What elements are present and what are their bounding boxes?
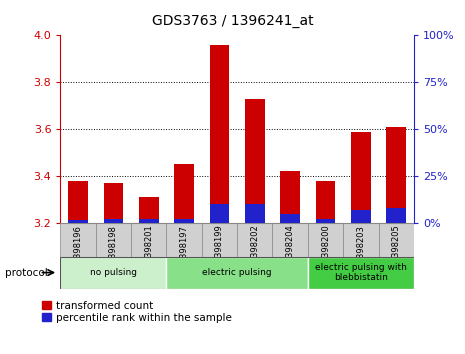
Bar — [386, 208, 406, 223]
Bar — [245, 99, 265, 223]
Bar — [104, 183, 123, 223]
Bar — [174, 219, 194, 223]
Text: GSM398202: GSM398202 — [250, 225, 259, 275]
Bar — [104, 219, 123, 223]
Bar — [316, 219, 335, 223]
Bar — [351, 132, 371, 223]
Bar — [316, 181, 335, 223]
Text: electric pulsing: electric pulsing — [202, 268, 272, 277]
Bar — [379, 223, 414, 257]
Bar — [272, 223, 308, 257]
Bar — [210, 204, 229, 223]
Text: GSM398199: GSM398199 — [215, 225, 224, 275]
Text: GSM398205: GSM398205 — [392, 225, 401, 275]
Bar — [96, 223, 131, 257]
Legend: transformed count, percentile rank within the sample: transformed count, percentile rank withi… — [42, 301, 232, 323]
Bar — [166, 223, 202, 257]
Text: GSM398201: GSM398201 — [144, 225, 153, 275]
Text: electric pulsing with
blebbistatin: electric pulsing with blebbistatin — [315, 263, 407, 282]
Bar — [343, 223, 379, 257]
Bar — [166, 257, 308, 289]
Text: GSM398203: GSM398203 — [356, 225, 365, 275]
Bar — [308, 257, 414, 289]
Text: protocol: protocol — [5, 268, 47, 278]
Bar — [308, 223, 343, 257]
Bar — [280, 213, 300, 223]
Text: GSM398198: GSM398198 — [109, 225, 118, 275]
Text: GSM398196: GSM398196 — [73, 225, 83, 275]
Bar — [351, 210, 371, 223]
Bar — [174, 164, 194, 223]
Text: GSM398200: GSM398200 — [321, 225, 330, 275]
Bar — [139, 197, 159, 223]
Bar — [68, 181, 88, 223]
Bar — [131, 223, 166, 257]
Bar — [210, 45, 229, 223]
Bar — [68, 220, 88, 223]
Bar — [202, 223, 237, 257]
Bar — [386, 127, 406, 223]
Text: no pulsing: no pulsing — [90, 268, 137, 277]
Bar — [60, 257, 166, 289]
Bar — [245, 204, 265, 223]
Bar — [60, 223, 96, 257]
Bar — [139, 219, 159, 223]
Text: GDS3763 / 1396241_at: GDS3763 / 1396241_at — [152, 14, 313, 28]
Bar — [280, 171, 300, 223]
Text: GSM398197: GSM398197 — [179, 225, 189, 275]
Bar — [237, 223, 272, 257]
Text: GSM398204: GSM398204 — [286, 225, 295, 275]
